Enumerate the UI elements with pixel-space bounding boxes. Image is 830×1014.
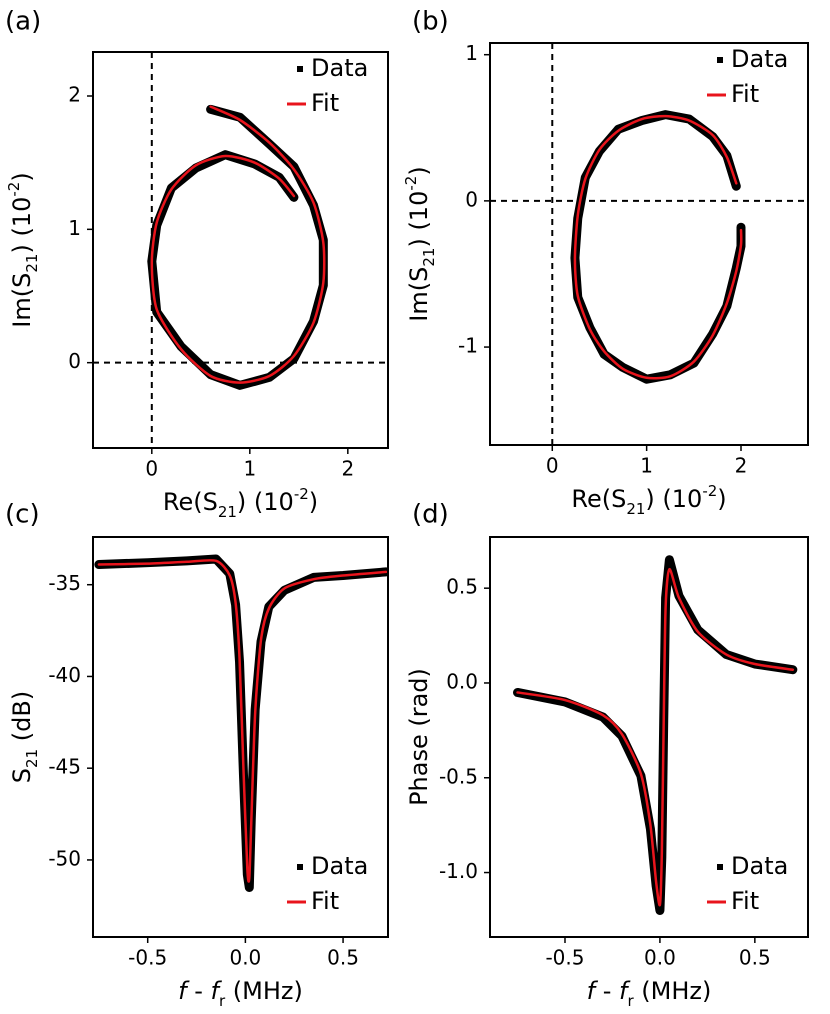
fit-line	[150, 105, 326, 384]
y-tick-label: -50	[48, 846, 81, 870]
legend-label: Data	[311, 852, 368, 880]
y-tick-label: -1.0	[439, 859, 478, 883]
panel-label: (b)	[412, 7, 449, 37]
label-part: r	[627, 992, 634, 1010]
plot-area	[93, 52, 388, 448]
x-tick-label: -0.5	[545, 946, 584, 970]
label-part: -2	[402, 176, 420, 191]
legend-marker	[297, 864, 303, 870]
label-part: Re(S	[571, 485, 626, 513]
label-part: r	[219, 992, 226, 1010]
y-tick-label: -1	[458, 334, 478, 358]
x-tick-label: 1	[640, 454, 653, 478]
label-part: Im(S	[8, 273, 36, 328]
y-tick-label: 1	[465, 41, 478, 65]
label-part: (dB)	[8, 691, 36, 749]
label-part: ) (10	[405, 191, 433, 248]
panel-label: (a)	[5, 7, 41, 37]
label-part: ) (10	[645, 485, 702, 513]
y-tick-label: 0.0	[446, 669, 478, 693]
label-part: )	[717, 485, 726, 513]
label-part: )	[309, 488, 318, 516]
plot-area	[490, 43, 808, 445]
label-part: -	[187, 977, 211, 1005]
x-tick-label: 0	[145, 457, 158, 481]
panel-label: (d)	[412, 500, 449, 530]
plot-area	[94, 554, 388, 892]
legend-marker	[717, 864, 723, 870]
x-tick-label: 2	[341, 457, 354, 481]
label-part: 21	[420, 248, 438, 267]
y-axis-label: Im(S21) (10-2)	[5, 172, 41, 327]
y-tick-label: 1	[68, 216, 81, 240]
label-part: 21	[218, 503, 237, 521]
legend-label: Fit	[311, 887, 339, 915]
legend-label: Data	[731, 45, 788, 73]
label-part: ) (10	[8, 197, 36, 254]
x-axis-label: Re(S21) (10-2)	[571, 482, 726, 518]
legend-label: Fit	[731, 80, 759, 108]
y-tick-label: -0.5	[439, 764, 478, 788]
axes-frame	[489, 536, 809, 938]
label-part: 21	[23, 749, 41, 768]
label-part: Im(S	[405, 267, 433, 322]
y-tick-label: 0.5	[446, 575, 478, 599]
y-tick-label: 2	[68, 83, 81, 107]
label-part: -2	[294, 485, 309, 503]
x-tick-label: 2	[735, 454, 748, 478]
label-part: (MHz)	[225, 977, 303, 1005]
x-tick-label: 0.5	[327, 946, 359, 970]
x-tick-label: 0.0	[229, 946, 261, 970]
panel-label: (c)	[5, 500, 40, 530]
label-part: -	[595, 977, 619, 1005]
x-tick-label: 0	[546, 454, 559, 478]
x-tick-label: 1	[243, 457, 256, 481]
x-axis-label: Re(S21) (10-2)	[163, 485, 318, 521]
data-band	[570, 110, 746, 384]
label-part: )	[405, 166, 433, 175]
y-tick-label: -40	[48, 663, 81, 687]
legend-label: Data	[311, 54, 368, 82]
y-tick-label: 0	[465, 187, 478, 211]
y-tick-label: 0	[68, 349, 81, 373]
plot-area	[513, 555, 798, 915]
fit-line	[573, 114, 743, 380]
legend-marker	[297, 66, 303, 72]
label-part: 21	[23, 254, 41, 273]
label-part: Phase (rad)	[405, 668, 433, 806]
fit-line	[97, 558, 388, 883]
axes-frame	[489, 42, 809, 446]
x-tick-label: -0.5	[128, 946, 167, 970]
legend-marker	[717, 57, 723, 63]
y-axis-label: S21 (dB)	[8, 691, 41, 783]
x-tick-label: 0.0	[644, 946, 676, 970]
label-part: S	[8, 768, 36, 783]
y-tick-label: -45	[48, 755, 81, 779]
legend-label: Fit	[311, 89, 339, 117]
x-axis-label: f - fr (MHz)	[587, 977, 712, 1010]
y-axis-label: Im(S21) (10-2)	[402, 166, 438, 321]
axes-frame	[92, 536, 389, 938]
axes-frame	[92, 51, 389, 449]
legend-label: Data	[731, 852, 788, 880]
fit-line	[516, 567, 795, 907]
label-part: ) (10	[237, 488, 294, 516]
y-tick-label: -35	[48, 571, 81, 595]
label-part: )	[8, 172, 36, 181]
x-axis-label: f - fr (MHz)	[178, 977, 303, 1010]
legend-label: Fit	[731, 887, 759, 915]
label-part: -2	[5, 182, 23, 197]
x-tick-label: 0.5	[739, 946, 771, 970]
label-part: Re(S	[163, 488, 218, 516]
label-part: 21	[626, 500, 645, 518]
label-part: -2	[702, 482, 717, 500]
y-axis-label: Phase (rad)	[405, 668, 433, 806]
label-part: (MHz)	[634, 977, 712, 1005]
